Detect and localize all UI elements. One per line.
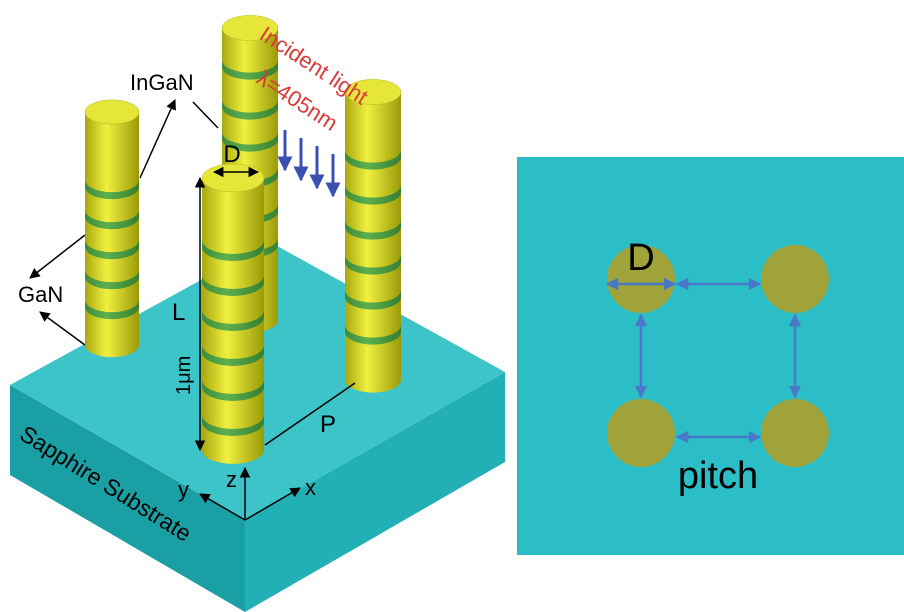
rod-band — [202, 275, 264, 296]
rod-band — [85, 300, 139, 320]
gan-label: GaN — [18, 282, 63, 307]
pointer — [192, 101, 219, 129]
substrate-left — [10, 385, 245, 612]
pitch-arrows — [605, 277, 802, 444]
y-label: y — [178, 477, 189, 502]
rod-top — [201, 163, 265, 193]
rod-band — [202, 310, 264, 331]
rod-band — [345, 325, 401, 345]
rod-top — [221, 15, 279, 41]
pointer — [29, 234, 86, 279]
rod-band — [202, 345, 264, 366]
substrate-right — [245, 372, 505, 612]
rod-band — [345, 255, 401, 275]
x-label: x — [305, 475, 316, 500]
diameter-label: D — [223, 141, 240, 168]
period-label: P — [320, 411, 336, 438]
rod-band — [345, 150, 401, 170]
height-label: 1μm — [173, 356, 195, 395]
period-line — [264, 382, 356, 446]
rod-band — [345, 290, 401, 310]
axes — [199, 466, 301, 521]
rod-top — [84, 99, 140, 125]
rod-band — [202, 380, 264, 401]
rod-band — [202, 415, 264, 436]
rod-band — [85, 180, 139, 200]
rod-body — [85, 112, 139, 358]
y-axis — [199, 493, 246, 521]
rod-band — [222, 132, 278, 152]
rod-band — [222, 100, 278, 120]
rod-top — [761, 399, 829, 467]
rod-top — [344, 79, 402, 105]
pointer — [39, 311, 86, 346]
rod-body — [345, 92, 401, 393]
top-diameter-label: D — [627, 237, 654, 279]
light-arrows — [277, 130, 341, 198]
nanorods — [84, 15, 402, 464]
rod-top — [761, 245, 829, 313]
pitch-label: pitch — [678, 455, 758, 497]
length-label: L — [172, 299, 185, 326]
rod-band — [202, 240, 264, 261]
top-view — [517, 157, 904, 555]
rod-band — [85, 240, 139, 260]
x-axis — [244, 487, 301, 521]
rod-band — [85, 210, 139, 230]
rod-band — [85, 270, 139, 290]
rod-band — [222, 60, 278, 80]
rod-band — [345, 185, 401, 205]
rod-band — [345, 220, 401, 240]
ingan-label: InGaN — [130, 70, 194, 95]
rod-top — [607, 399, 675, 467]
pointer — [139, 99, 176, 179]
z-label: z — [226, 467, 237, 492]
